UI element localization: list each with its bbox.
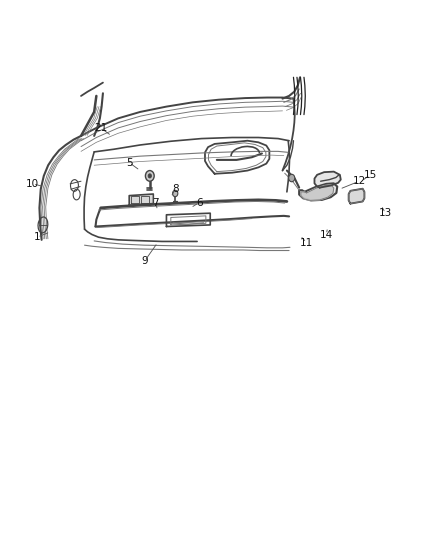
- Text: 11: 11: [300, 238, 313, 247]
- Text: 12: 12: [353, 176, 366, 186]
- Circle shape: [173, 190, 178, 197]
- Polygon shape: [314, 172, 341, 188]
- FancyBboxPatch shape: [130, 195, 152, 204]
- Text: 21: 21: [94, 123, 107, 133]
- Text: 5: 5: [126, 158, 133, 167]
- Text: 10: 10: [26, 179, 39, 189]
- Text: 8: 8: [172, 184, 179, 194]
- Circle shape: [145, 171, 154, 181]
- Circle shape: [148, 174, 152, 178]
- Polygon shape: [301, 185, 334, 200]
- Text: 15: 15: [364, 170, 377, 180]
- Text: 6: 6: [196, 198, 203, 207]
- Text: 7: 7: [152, 198, 159, 207]
- Text: 14: 14: [320, 230, 333, 239]
- Polygon shape: [299, 183, 337, 200]
- Text: 13: 13: [379, 208, 392, 218]
- Text: 1: 1: [34, 232, 41, 242]
- Text: 9: 9: [141, 256, 148, 266]
- Circle shape: [289, 174, 295, 182]
- Polygon shape: [349, 189, 364, 204]
